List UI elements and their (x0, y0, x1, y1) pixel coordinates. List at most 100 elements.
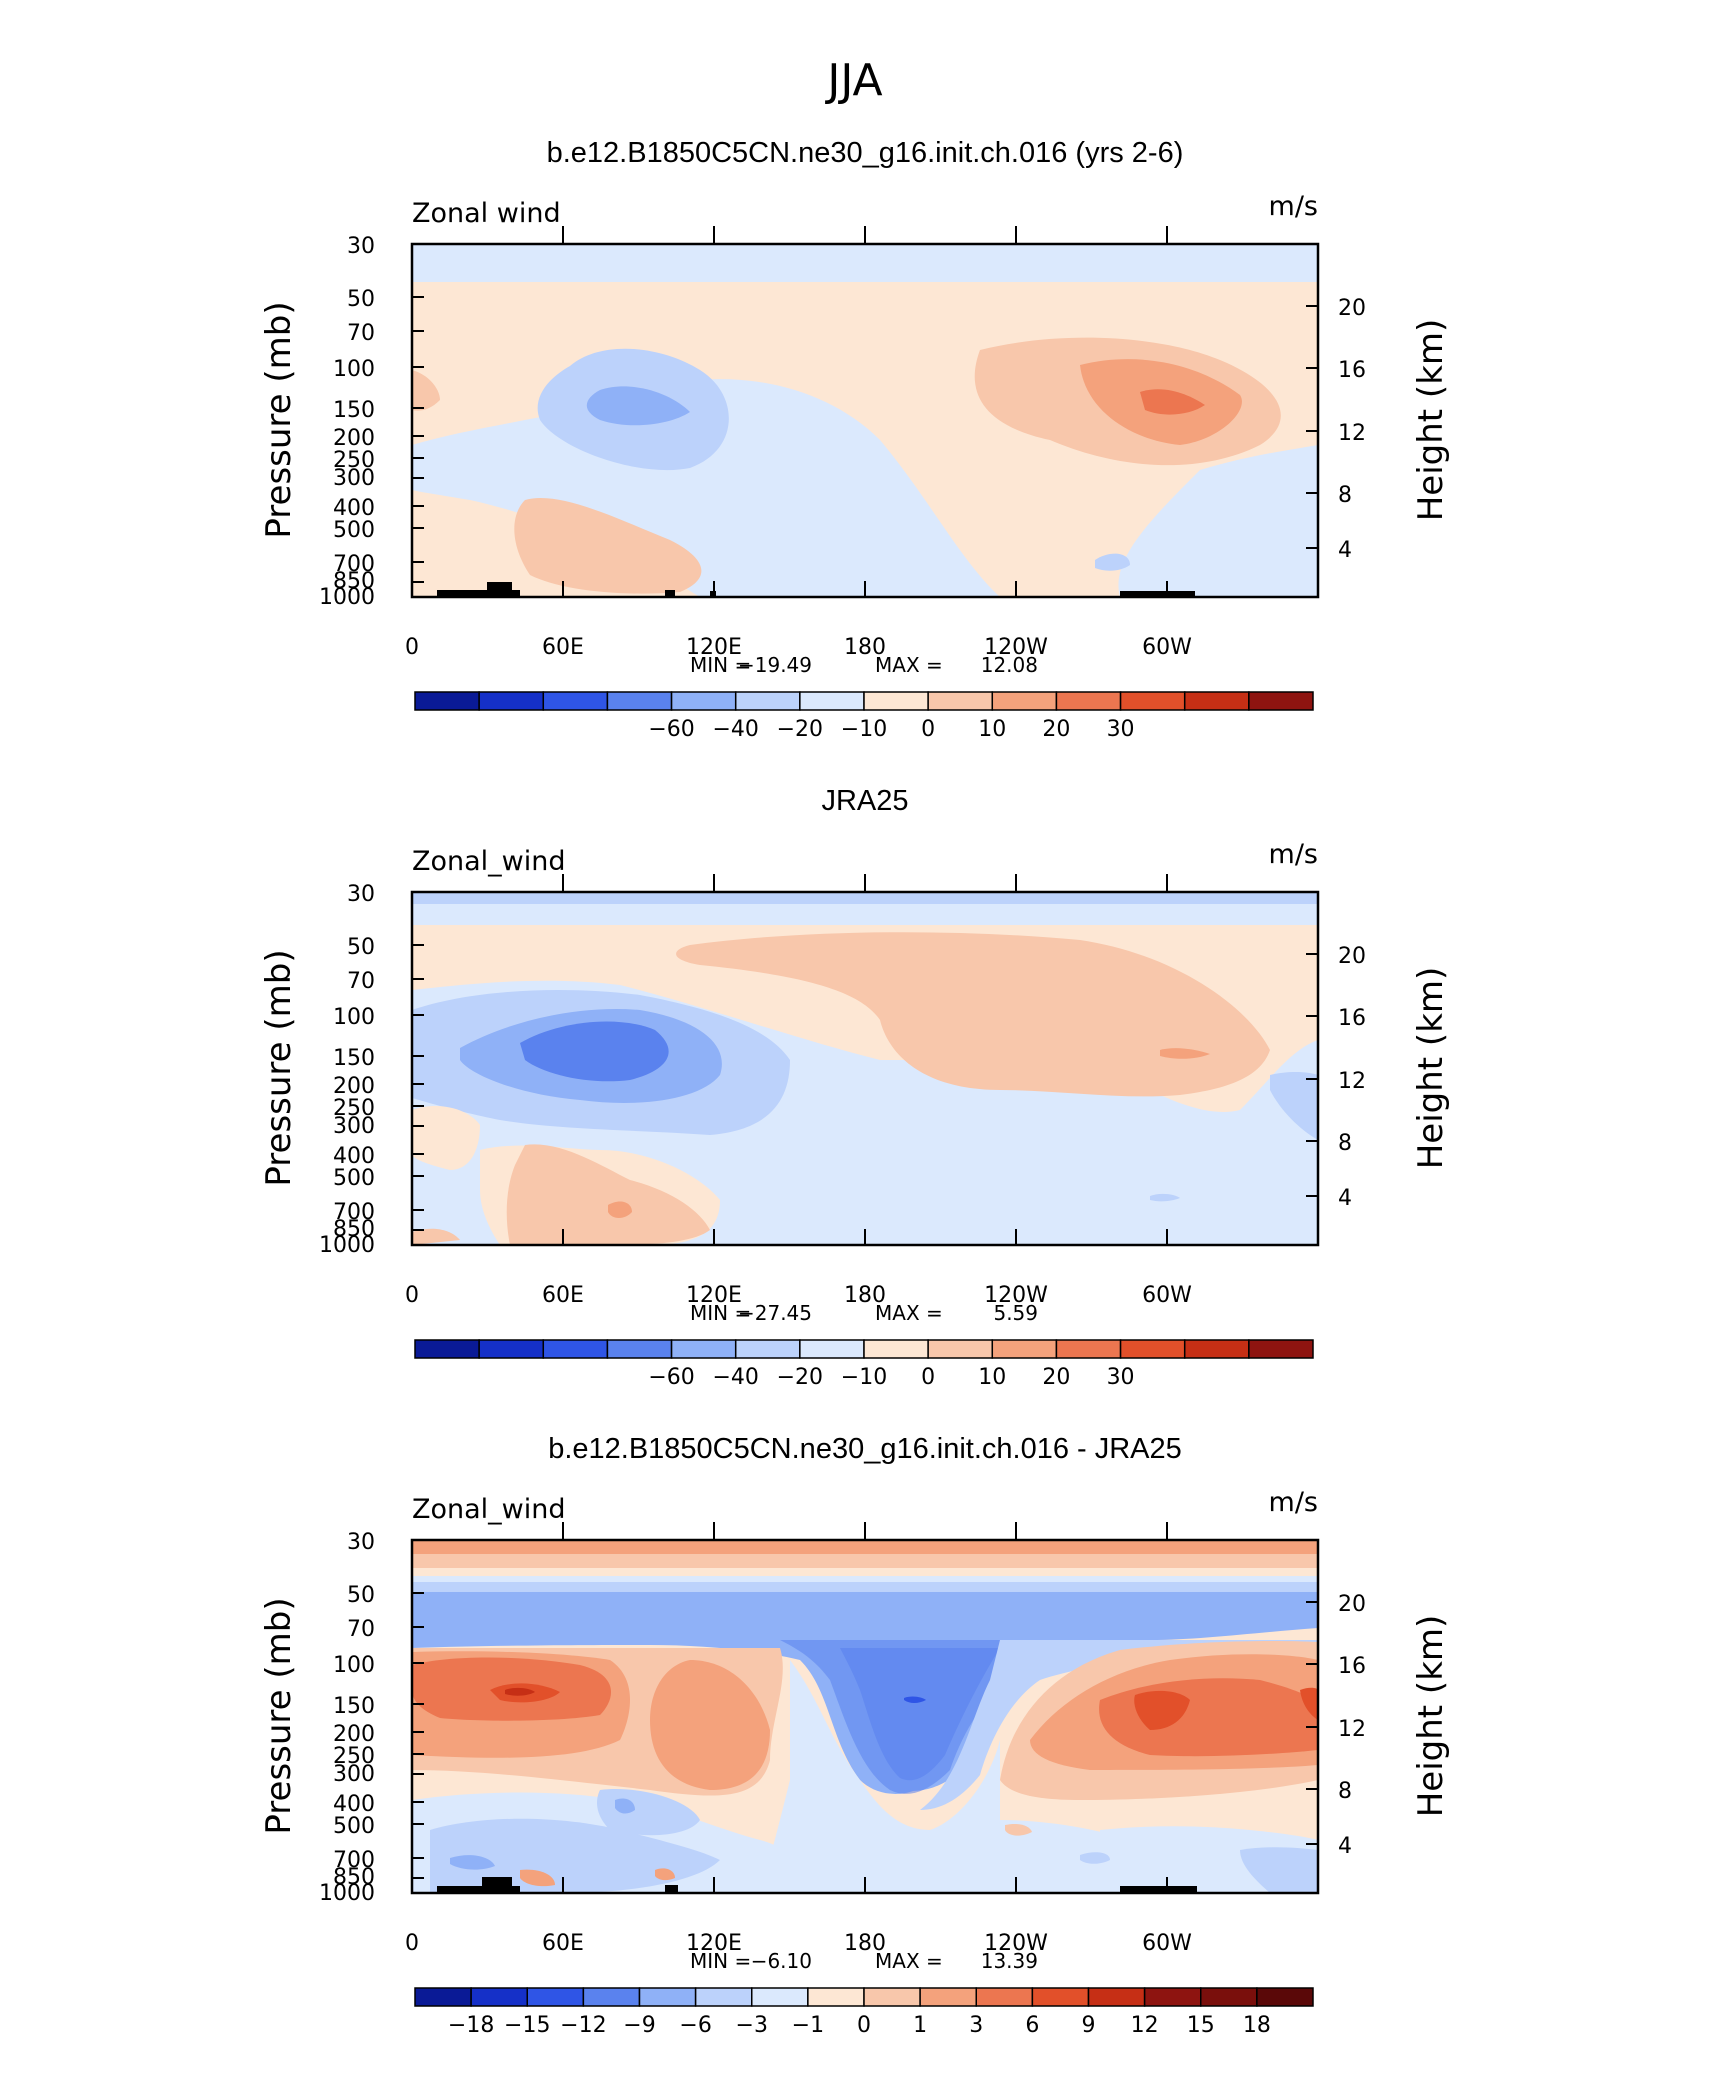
x-tick-label: 60W (1142, 1283, 1192, 1308)
pressure-tick-label: 150 (333, 1694, 375, 1719)
variable-label: Zonal_wind (412, 1494, 566, 1525)
pressure-tick-label: 30 (347, 1530, 375, 1555)
x-tick-label: 180 (844, 1931, 886, 1956)
colorbar-swatch (991, 691, 1058, 711)
variable-label: Zonal_wind (412, 846, 566, 877)
x-tick-label: 120E (686, 1283, 742, 1308)
y-axis-right-title: Height (km) (1411, 967, 1451, 1170)
y-axis-height: 20 16 12 8 4 Height (km) (1306, 944, 1451, 1211)
colorbar-label: 10 (978, 1365, 1006, 1390)
panel-title: JRA25 (821, 785, 908, 817)
y-axis-title: Pressure (mb) (259, 1597, 299, 1834)
colorbar-swatch (414, 1987, 472, 2007)
contour-field (412, 244, 1318, 597)
max-value: 12.08 (981, 653, 1038, 677)
colorbar-swatch (670, 1339, 737, 1359)
colorbar-label: 18 (1243, 2013, 1271, 2038)
colorbar-label: 15 (1187, 2013, 1215, 2038)
pressure-tick-label: 400 (333, 496, 375, 521)
colorbar-swatch (542, 1339, 609, 1359)
x-tick-label: 180 (844, 635, 886, 660)
colorbar: −18 −15 −12 −9 −6 −3 −1 0 1 3 6 9 12 15 18 (414, 1987, 1314, 2038)
colorbar-swatch (1248, 691, 1314, 711)
x-tick-label: 60E (542, 1931, 584, 1956)
pressure-tick-label: 50 (347, 935, 375, 960)
height-tick-label: 12 (1338, 421, 1366, 446)
colorbar-swatch (478, 1339, 545, 1359)
y-axis-pressure: 30 50 70 100 150 200 250 300 400 500 700… (259, 1530, 424, 1906)
x-tick-label: 0 (405, 635, 419, 660)
colorbar-label: 1 (913, 2013, 927, 2038)
pressure-tick-label: 850 (333, 1217, 375, 1242)
colorbar-label: −15 (504, 2013, 550, 2038)
colorbar-swatch (670, 691, 737, 711)
pressure-tick-label: 70 (347, 1617, 375, 1642)
pressure-tick-label: 100 (333, 357, 375, 382)
pressure-tick-label: 70 (347, 969, 375, 994)
colorbar-swatch (414, 691, 480, 711)
colorbar-swatch (919, 1987, 977, 2007)
colorbar-swatch (1031, 1987, 1090, 2007)
pressure-tick-label: 100 (333, 1653, 375, 1678)
colorbar-label: 20 (1042, 1365, 1070, 1390)
colorbar-label: 6 (1025, 2013, 1039, 2038)
colorbar-label: 12 (1131, 2013, 1159, 2038)
colorbar-swatch (734, 691, 801, 711)
units-label: m/s (1269, 191, 1318, 222)
pressure-tick-label: 850 (333, 569, 375, 594)
colorbar-label: 0 (921, 717, 935, 742)
height-tick-label: 8 (1338, 483, 1352, 508)
pressure-tick-label: 850 (333, 1865, 375, 1890)
colorbar-swatch (927, 691, 994, 711)
min-value: −27.45 (738, 1301, 812, 1325)
y-axis-pressure: 30 50 70 100 150 200 250 300 400 500 700… (259, 234, 424, 610)
height-tick-label: 16 (1338, 1654, 1366, 1679)
colorbar-swatch (751, 1987, 809, 2007)
pressure-tick-label: 250 (333, 448, 375, 473)
pressure-tick-label: 50 (347, 287, 375, 312)
x-axis: 0 60E 120E 180 120W 60W (405, 226, 1192, 660)
pressure-tick-label: 50 (347, 1583, 375, 1608)
colorbar: −60 −40 −20 −10 0 10 20 30 (414, 691, 1314, 742)
colorbar-label: −60 (648, 717, 694, 742)
colorbar-label: −60 (648, 1365, 694, 1390)
colorbar-swatch (863, 1987, 921, 2007)
height-tick-label: 8 (1338, 1131, 1352, 1156)
x-axis: 0 60E 120E 180 120W 60W (405, 1522, 1192, 1956)
colorbar-swatch (863, 691, 929, 711)
panel-title: b.e12.B1850C5CN.ne30_g16.init.ch.016 (yr… (547, 137, 1184, 169)
min-label: MIN = (690, 653, 751, 677)
colorbar-swatch (863, 1339, 929, 1359)
max-value: 5.59 (993, 1301, 1038, 1325)
pressure-tick-label: 400 (333, 1144, 375, 1169)
colorbar-label: −20 (777, 1365, 823, 1390)
colorbar: −60 −40 −20 −10 0 10 20 30 (414, 1339, 1314, 1390)
height-tick-label: 16 (1338, 1006, 1366, 1031)
pressure-tick-label: 250 (333, 1096, 375, 1121)
stats-line: MIN = −6.10 MAX = 13.39 (690, 1949, 1038, 1973)
colorbar-swatch (542, 691, 609, 711)
colorbar-label: −6 (679, 2013, 711, 2038)
height-tick-label: 12 (1338, 1717, 1366, 1742)
x-tick-label: 60E (542, 635, 584, 660)
colorbar-label: 0 (857, 2013, 871, 2038)
x-axis: 0 60E 120E 180 120W 60W (405, 874, 1192, 1308)
colorbar-swatch (1055, 691, 1122, 711)
pressure-tick-label: 700 (333, 1200, 375, 1225)
colorbar-swatch (927, 1339, 994, 1359)
colorbar-label: 30 (1107, 717, 1135, 742)
contour-field (412, 892, 1318, 1245)
height-tick-label: 16 (1338, 358, 1366, 383)
height-tick-label: 20 (1338, 944, 1366, 969)
pressure-tick-label: 100 (333, 1005, 375, 1030)
stats-line: MIN = −19.49 MAX = 12.08 (690, 653, 1038, 677)
pressure-tick-label: 700 (333, 552, 375, 577)
height-tick-label: 4 (1338, 1834, 1352, 1859)
pressure-tick-label: 150 (333, 398, 375, 423)
y-axis-height: 20 16 12 8 4 Height (km) (1306, 1592, 1451, 1859)
pressure-tick-label: 30 (347, 234, 375, 259)
colorbar-label: −10 (841, 717, 887, 742)
pressure-tick-label: 250 (333, 1744, 375, 1769)
pressure-tick-label: 70 (347, 321, 375, 346)
